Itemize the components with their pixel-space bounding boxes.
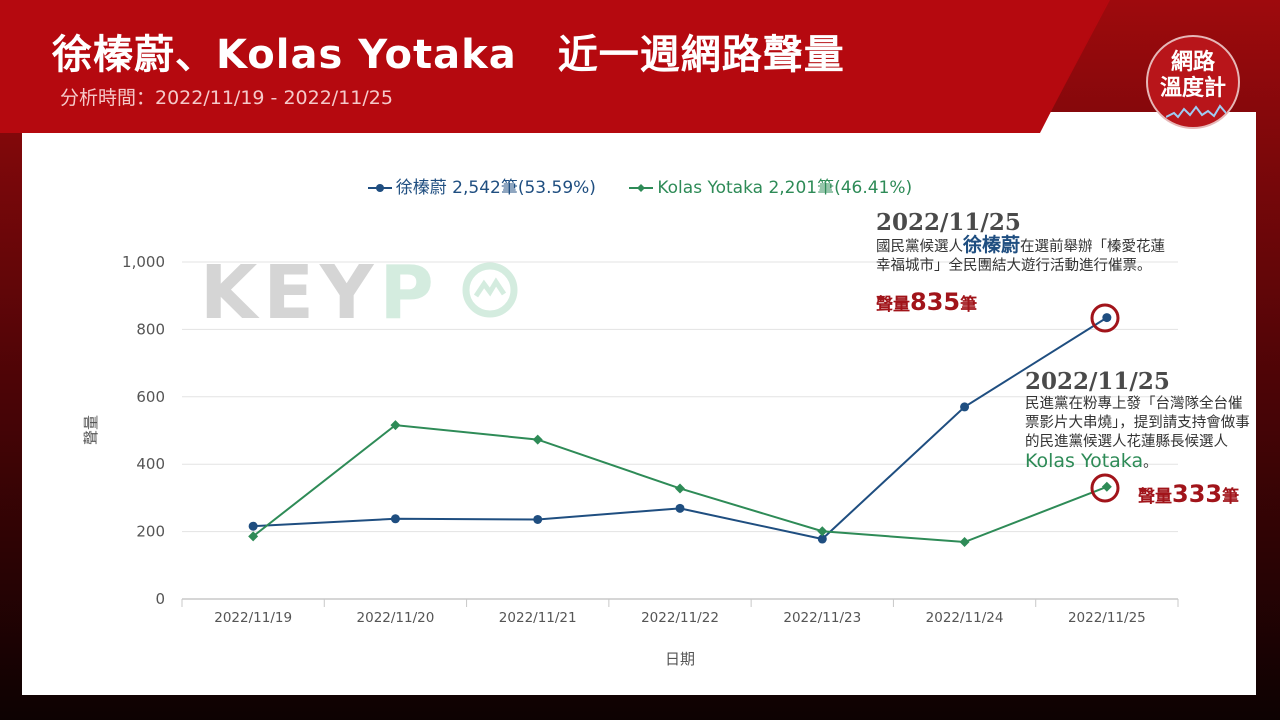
data-point-series-2 <box>817 526 828 537</box>
data-point-series-1 <box>390 514 400 524</box>
data-point-series-2 <box>390 420 401 431</box>
annotation-1-text-post: 在選前舉辦「榛愛花蓮 幸福城市」全民團結大遊行活動進行催票。 <box>876 239 1166 274</box>
analysis-period: 分析時間：2022/11/19 - 2022/11/25 <box>60 87 393 109</box>
annotation-2-count-value: 333 <box>1172 480 1223 508</box>
legend-label-series-1: 徐榛蔚 2,542筆(53.59%) <box>395 178 596 198</box>
data-point-series-1 <box>675 503 685 513</box>
data-point-series-1 <box>960 402 970 412</box>
data-point-series-2 <box>532 434 543 445</box>
annotation-1-count: 聲量835筆 <box>876 288 1166 316</box>
data-point-series-2 <box>675 483 685 494</box>
network-thermometer-logo: 網路 溫度計 <box>1146 35 1240 129</box>
banner-overlay <box>0 0 1108 133</box>
annotation-1-count-suffix: 筆 <box>960 295 978 315</box>
logo-line2: 溫度計 <box>1159 76 1226 101</box>
annotation-2-text-post: 。 <box>1143 455 1158 471</box>
annotation-1-count-value: 835 <box>910 288 961 316</box>
x-tick-label: 2022/11/24 <box>926 610 1004 626</box>
y-tick-label: 1,000 <box>122 253 165 271</box>
pulse-wave-icon <box>1166 104 1226 119</box>
watermark-text-a: KEY <box>200 250 380 336</box>
x-tick-label: 2022/11/23 <box>783 610 861 626</box>
watermark-text-b: P <box>379 250 440 336</box>
annotation-1-highlight: 徐榛蔚 <box>963 234 1021 256</box>
annotation-1-text-pre: 國民黨候選人 <box>876 239 963 255</box>
chart-legend: 徐榛蔚 2,542筆(53.59%) Kolas Yotaka 2,201筆(4… <box>0 173 1280 198</box>
legend-diamond-marker-icon <box>629 184 654 192</box>
y-tick-label: 0 <box>155 590 165 608</box>
x-tick-label: 2022/11/22 <box>641 610 719 626</box>
data-point-series-2 <box>1101 481 1112 492</box>
data-point-series-1 <box>817 534 827 544</box>
y-tick-label: 600 <box>136 388 165 406</box>
legend-item-series-1: 徐榛蔚 2,542筆(53.59%) <box>367 173 596 198</box>
annotation-2-highlight: Kolas Yotaka <box>1025 450 1144 472</box>
x-tick-label: 2022/11/19 <box>214 610 292 626</box>
legend-item-series-2: Kolas Yotaka 2,201筆(46.41%) <box>629 173 912 198</box>
y-tick-label: 400 <box>136 455 165 473</box>
y-tick-label: 800 <box>136 320 165 338</box>
highlight-ring-series-2 <box>1090 473 1120 503</box>
data-point-series-2 <box>959 537 970 548</box>
annotation-1-text: 國民黨候選人徐榛蔚在選前舉辦「榛愛花蓮 幸福城市」全民團結大遊行活動進行催票。 <box>876 236 1166 276</box>
x-tick-label: 2022/11/25 <box>1068 610 1146 626</box>
x-tick-label: 2022/11/20 <box>357 610 435 626</box>
y-tick-label: 200 <box>136 523 165 541</box>
highlight-ring-series-1 <box>1090 303 1120 333</box>
data-point-series-2 <box>248 531 259 542</box>
y-axis-title: 聲量 <box>82 415 100 445</box>
annotation-2-text-pre: 民進黨在粉專上發「台灣隊全台催票影片大串燒」，提到請支持會做事的民進黨候選人花蓮… <box>1025 396 1250 450</box>
legend-label-series-2: Kolas Yotaka 2,201筆(46.41%) <box>657 178 913 198</box>
annotation-2-date: 2022/11/25 <box>1025 368 1170 395</box>
x-axis-title: 日期 <box>665 650 695 668</box>
data-point-series-1 <box>533 514 543 524</box>
page-title: 徐榛蔚、Kolas Yotaka 近一週網路聲量 <box>52 32 845 78</box>
logo-line1: 網路 <box>1170 50 1215 75</box>
annotation-1: 2022/11/25 國民黨候選人徐榛蔚在選前舉辦「榛愛花蓮 幸福城市」全民團結… <box>876 209 1166 316</box>
annotation-2-text: 民進黨在粉專上發「台灣隊全台催票影片大串燒」，提到請支持會做事的民進黨候選人花蓮… <box>1025 395 1253 473</box>
x-tick-label: 2022/11/21 <box>499 610 577 626</box>
annotation-2-count: 聲量333筆 <box>1138 480 1239 508</box>
annotation-2-count-suffix: 筆 <box>1222 487 1240 507</box>
data-point-series-1 <box>1102 313 1112 323</box>
chart-panel <box>22 112 1256 695</box>
legend-circle-marker-icon <box>367 184 392 192</box>
annotation-2: 2022/11/25 民進黨在粉專上發「台灣隊全台催票影片大串燒」，提到請支持會… <box>1025 368 1253 473</box>
annotation-2-count-prefix: 聲量 <box>1138 487 1172 507</box>
data-point-series-1 <box>248 521 258 531</box>
keypo-logo-icon <box>462 262 518 318</box>
annotation-1-count-prefix: 聲量 <box>876 295 910 315</box>
annotation-1-date: 2022/11/25 <box>876 209 1021 236</box>
keypo-watermark: KEYP <box>200 250 440 336</box>
